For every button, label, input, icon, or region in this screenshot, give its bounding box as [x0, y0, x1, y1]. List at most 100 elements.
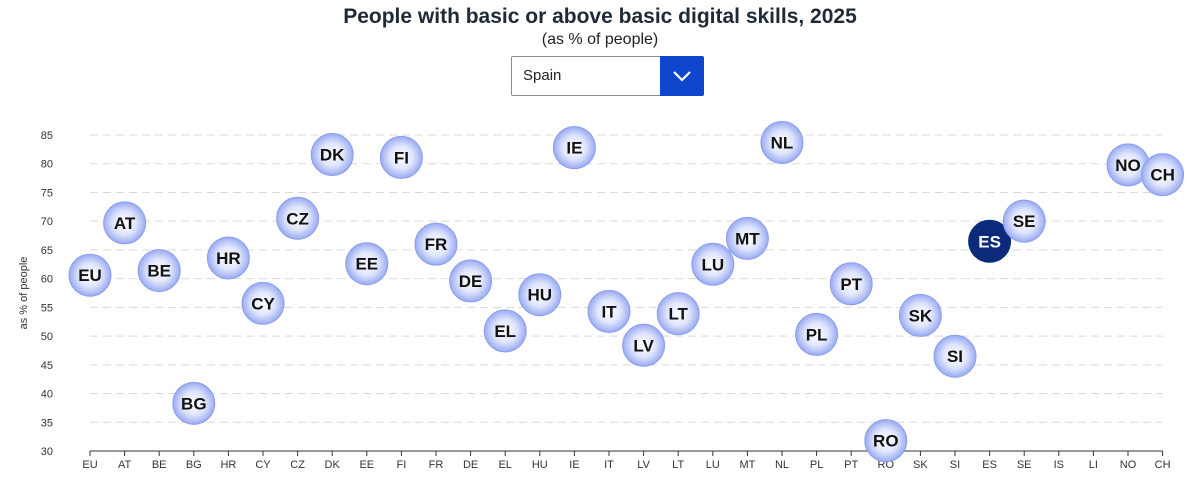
- x-tick-label: BG: [186, 459, 202, 471]
- data-point-label: FI: [394, 148, 409, 167]
- x-tick-label: IT: [604, 459, 614, 471]
- data-point-bg[interactable]: BG: [172, 381, 216, 425]
- y-tick-label: 65: [41, 245, 53, 257]
- data-point-be[interactable]: BE: [137, 249, 181, 293]
- x-tick-label: FI: [397, 459, 407, 471]
- y-tick-label: 70: [41, 216, 53, 228]
- x-tick-label: MT: [739, 459, 755, 471]
- data-point-label: NO: [1115, 156, 1141, 175]
- data-point-no[interactable]: NO: [1106, 143, 1150, 187]
- x-tick-label: SK: [913, 459, 928, 471]
- data-point-marker: [137, 249, 181, 293]
- data-point-label: PT: [840, 275, 862, 294]
- data-point-hu[interactable]: HU: [518, 273, 562, 317]
- data-point-pt[interactable]: PT: [829, 262, 873, 306]
- data-point-es[interactable]: ES: [968, 219, 1012, 263]
- data-point-marker: [587, 289, 631, 333]
- data-point-marker: [829, 262, 873, 306]
- x-tick-label: SI: [950, 459, 960, 471]
- data-point-el[interactable]: EL: [483, 309, 527, 353]
- data-point-marker: [206, 236, 250, 280]
- data-point-hr[interactable]: HR: [206, 236, 250, 280]
- data-point-marker: [725, 216, 769, 260]
- data-point-label: CY: [251, 294, 275, 313]
- x-tick-label: LU: [706, 459, 720, 471]
- data-point-sk[interactable]: SK: [898, 293, 942, 337]
- data-point-it[interactable]: IT: [587, 289, 631, 333]
- data-point-label: CH: [1150, 166, 1175, 185]
- data-point-fr[interactable]: FR: [414, 222, 458, 266]
- data-point-label: FR: [425, 235, 448, 254]
- data-point-label: SE: [1013, 212, 1036, 231]
- data-point-label: RO: [873, 432, 899, 451]
- chart-title: People with basic or above basic digital…: [343, 5, 857, 28]
- x-tick-label: DK: [325, 459, 341, 471]
- data-point-marker: [172, 381, 216, 425]
- data-point-marker: [310, 133, 354, 177]
- x-tick-label: SE: [1017, 459, 1032, 471]
- data-point-marker: [68, 253, 112, 297]
- data-point-cz[interactable]: CZ: [276, 196, 320, 240]
- y-tick-label: 30: [41, 446, 53, 458]
- data-point-marker: [760, 120, 804, 164]
- x-tick-label: DE: [463, 459, 478, 471]
- country-select[interactable]: Spain: [511, 56, 704, 96]
- data-point-lu[interactable]: LU: [691, 242, 735, 286]
- x-tick-label: HU: [532, 459, 548, 471]
- data-point-dk[interactable]: DK: [310, 133, 354, 177]
- y-axis-title: as % of people: [18, 257, 30, 330]
- data-point-ch[interactable]: CH: [1141, 153, 1185, 197]
- y-tick-label: 55: [41, 302, 53, 314]
- data-point-marker: [518, 273, 562, 317]
- data-point-marker: [483, 309, 527, 353]
- data-point-label: LV: [633, 336, 654, 355]
- y-tick-label: 75: [41, 187, 53, 199]
- data-point-marker: [379, 135, 423, 179]
- y-tick-label: 80: [41, 159, 53, 171]
- data-point-label: NL: [771, 133, 794, 152]
- data-point-label: EU: [78, 266, 102, 285]
- data-point-marker: [656, 292, 700, 336]
- data-point-mt[interactable]: MT: [725, 216, 769, 260]
- x-tick-label: RO: [878, 459, 895, 471]
- x-tick-label: EL: [498, 459, 511, 471]
- data-point-ie[interactable]: IE: [552, 126, 596, 170]
- data-point-ro[interactable]: RO: [864, 419, 908, 463]
- data-point-fi[interactable]: FI: [379, 135, 423, 179]
- data-point-lt[interactable]: LT: [656, 292, 700, 336]
- data-point-marker: [968, 219, 1012, 263]
- data-point-label: AT: [114, 214, 136, 233]
- data-point-marker: [276, 196, 320, 240]
- x-tick-label: AT: [118, 459, 132, 471]
- x-tick-label: NL: [775, 459, 789, 471]
- data-point-marker: [898, 293, 942, 337]
- data-point-si[interactable]: SI: [933, 334, 977, 378]
- data-point-ee[interactable]: EE: [345, 242, 389, 286]
- y-tick-label: 35: [41, 417, 53, 429]
- data-point-at[interactable]: AT: [103, 201, 147, 245]
- x-tick-label: PL: [810, 459, 823, 471]
- data-point-marker: [345, 242, 389, 286]
- country-select-button[interactable]: [660, 56, 704, 96]
- data-point-de[interactable]: DE: [449, 259, 493, 303]
- x-tick-label: HR: [220, 459, 236, 471]
- x-tick-label: NO: [1120, 459, 1137, 471]
- data-point-label: CZ: [286, 209, 309, 228]
- chevron-down-icon: [673, 71, 691, 82]
- data-point-pl[interactable]: PL: [795, 312, 839, 356]
- data-point-marker: [795, 312, 839, 356]
- y-tick-label: 50: [41, 331, 53, 343]
- data-point-cy[interactable]: CY: [241, 281, 285, 325]
- data-point-eu[interactable]: EU: [68, 253, 112, 297]
- data-point-label: DE: [459, 272, 483, 291]
- data-point-nl[interactable]: NL: [760, 120, 804, 164]
- data-point-se[interactable]: SE: [1002, 199, 1046, 243]
- data-point-label: BG: [181, 394, 207, 413]
- data-point-marker: [1002, 199, 1046, 243]
- data-point-label: HR: [216, 249, 241, 268]
- data-point-lv[interactable]: LV: [622, 323, 666, 367]
- x-tick-label: LI: [1089, 459, 1098, 471]
- data-point-marker: [933, 334, 977, 378]
- chart-subtitle: (as % of people): [541, 31, 659, 48]
